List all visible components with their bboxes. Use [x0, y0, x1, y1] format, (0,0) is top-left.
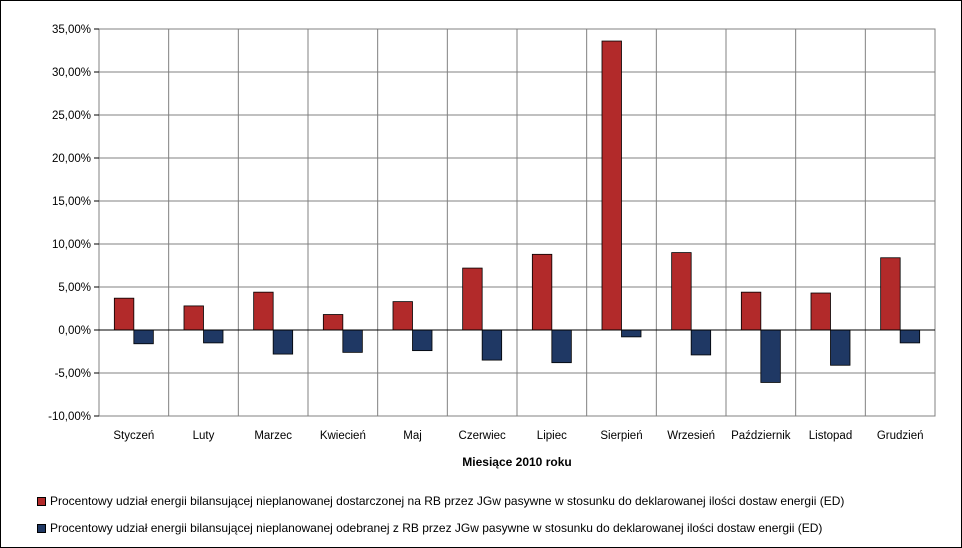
legend-swatch-delivered [37, 496, 46, 506]
bar-delivered [392, 301, 413, 331]
bar-delivered [113, 297, 135, 331]
y-tick-label: -10,00% [48, 411, 91, 423]
x-tick-label: Luty [193, 430, 215, 442]
bar-delivered [740, 291, 762, 331]
grid-lines [99, 28, 935, 417]
x-tick-label: Październik [731, 430, 791, 442]
legend-label-delivered: Procentowy udział energii bilansującej n… [50, 494, 845, 508]
bar-received [342, 329, 363, 353]
bar-delivered [880, 257, 901, 331]
bar-delivered [462, 267, 483, 331]
x-tick-label: Listopad [809, 430, 852, 442]
bar-received [412, 329, 433, 352]
x-tick-label: Grudzień [877, 430, 924, 442]
y-tick-label: 20,00% [52, 153, 91, 165]
x-tick-label: Sierpień [600, 430, 642, 442]
x-tick-label: Marzec [254, 430, 292, 442]
x-tick-label: Wrzesień [667, 430, 715, 442]
legend-item-received: Procentowy udział energii bilansującej n… [37, 521, 844, 535]
x-axis-ticks: Styczeń Luty Marzec Kwiecień Maj Czerwiec Lipi… [113, 430, 923, 442]
bar-received [551, 329, 572, 364]
bar-received [481, 329, 503, 361]
bar-delivered [810, 292, 831, 331]
bar-delivered [253, 291, 274, 331]
legend: Procentowy udział energii bilansującej n… [37, 494, 844, 548]
bar-delivered [183, 305, 204, 331]
x-tick-label: Kwiecień [320, 430, 366, 442]
x-tick-label: Maj [403, 430, 422, 442]
bar-received [690, 329, 712, 356]
bar-received [760, 329, 781, 383]
x-tick-label: Czerwiec [459, 430, 507, 442]
x-axis-title: Miesiące 2010 roku [462, 455, 571, 469]
bar-received [133, 329, 154, 345]
legend-item-delivered: Procentowy udział energii bilansującej n… [37, 494, 844, 508]
bar-received [621, 329, 642, 338]
bar-delivered [601, 40, 622, 331]
y-tick-label: -5,00% [55, 368, 91, 380]
y-tick-label: 10,00% [52, 239, 91, 251]
y-axis-ticks: -10,00% -5,00% 0,00% 5,00% 10,00% 15,00% 20,00… [48, 24, 99, 423]
bar-received [203, 329, 224, 344]
bar-delivered [322, 314, 344, 331]
bar-received [899, 329, 921, 344]
y-tick-label: 5,00% [58, 282, 91, 294]
y-tick-label: 0,00% [58, 325, 91, 337]
bar-received [830, 329, 851, 366]
y-tick-label: 30,00% [52, 67, 91, 79]
bar-delivered [671, 252, 692, 331]
bar-delivered [531, 253, 553, 331]
y-tick-label: 15,00% [52, 196, 91, 208]
bar-received [272, 329, 294, 355]
x-tick-label: Lipiec [537, 430, 567, 442]
legend-label-received: Procentowy udział energii bilansującej n… [50, 521, 823, 535]
legend-swatch-received [37, 523, 46, 533]
y-tick-label: 25,00% [52, 110, 91, 122]
y-tick-label: 35,00% [52, 24, 91, 36]
bars [113, 40, 921, 383]
x-tick-label: Styczeń [113, 430, 154, 442]
